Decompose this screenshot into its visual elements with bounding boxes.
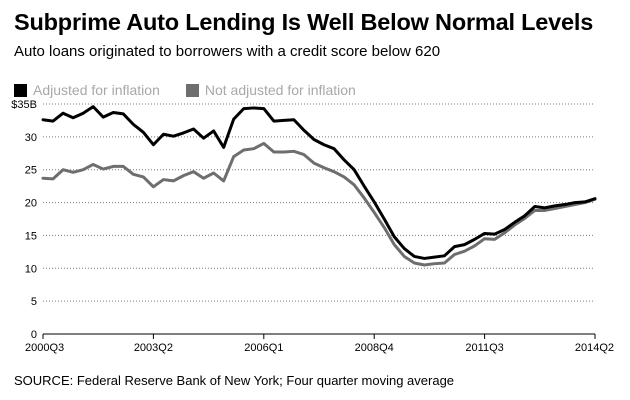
legend-swatch-not-adjusted	[185, 83, 199, 97]
legend-swatch-adjusted	[14, 83, 27, 97]
chart-subtitle: Auto loans originated to borrowers with …	[14, 43, 441, 60]
legend-label-not-adjusted: Not adjusted for inflation	[204, 82, 356, 98]
x-tick-label: 2008Q4	[355, 342, 394, 354]
legend: Adjusted for inflation Not adjusted for …	[14, 81, 382, 99]
y-tick-label: 30	[25, 132, 37, 144]
legend-item-not-adjusted: Not adjusted for inflation	[185, 82, 356, 98]
source-note: SOURCE: Federal Reserve Bank of New York…	[14, 373, 455, 388]
axis-layer	[42, 333, 596, 339]
x-tick-label: 2000Q3	[25, 342, 64, 354]
label-layer: 0 5 10 15 20 25 30 $35B 2000Q3 2003Q2 2006Q1 2008Q4…	[11, 99, 614, 354]
y-tick-label: 10	[25, 263, 37, 275]
series-layer	[41, 105, 597, 267]
grid-layer	[43, 103, 595, 302]
y-tick-label: 5	[31, 296, 37, 308]
x-tick-label: 2006Q1	[244, 342, 283, 354]
y-tick-label: 15	[25, 230, 37, 242]
x-tick-label: 2003Q2	[134, 342, 173, 354]
y-tick-label: 25	[25, 165, 37, 177]
x-tick-label: 2014Q2	[575, 342, 614, 354]
y-tick-label: 0	[31, 329, 37, 341]
y-tick-label: 20	[25, 198, 37, 210]
chart-title: Subprime Auto Lending Is Well Below Norm…	[14, 9, 594, 35]
series-line-not-adjusted	[41, 141, 597, 267]
x-tick-label: 2011Q3	[465, 342, 503, 354]
y-tick-label: $35B	[11, 99, 37, 111]
series-line-adjusted	[41, 105, 597, 260]
legend-item-adjusted: Adjusted for inflation	[14, 82, 160, 98]
legend-label-adjusted: Adjusted for inflation	[33, 82, 160, 98]
